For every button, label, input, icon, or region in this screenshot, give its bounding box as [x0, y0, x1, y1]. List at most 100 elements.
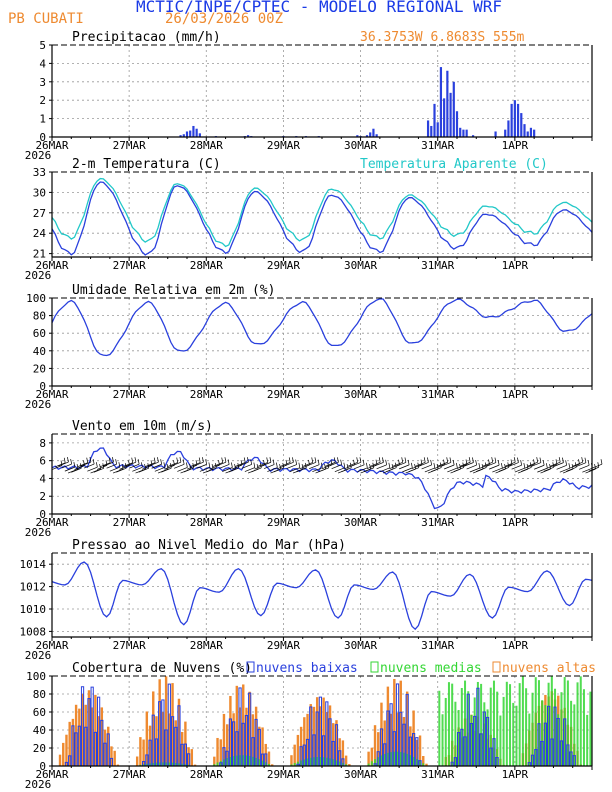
- cloud-mid-bar: [563, 677, 566, 766]
- wind-barb-flag: [523, 463, 526, 469]
- cloud-mid-bar: [576, 682, 579, 766]
- cloud-high-bar: [145, 711, 149, 766]
- wind-barb-flag: [186, 462, 188, 468]
- precip-bar: [246, 135, 250, 137]
- precip-bar: [195, 128, 198, 137]
- wind-barb: [447, 467, 458, 473]
- cloud-high-bar: [264, 743, 267, 766]
- wind-barb-flag: [456, 462, 458, 469]
- wind-barb: [206, 467, 217, 473]
- apparent-temp-line: [51, 177, 593, 248]
- precip-bar: [198, 133, 201, 137]
- x-tick-label: 29MAR: [267, 259, 300, 272]
- wind-barb-flag: [340, 459, 342, 465]
- wind-barb-flag: [272, 459, 275, 465]
- cloud-mid-bar: [251, 756, 254, 766]
- cloud-high-bar: [370, 747, 374, 766]
- wind-barb-flag: [562, 457, 564, 463]
- x-tick-label: 30MAR: [344, 388, 377, 401]
- header-location: PB CUBATI: [8, 11, 84, 27]
- wind-barb-flag: [587, 460, 590, 466]
- panel-title: 2-m Temperatura (C): [72, 157, 221, 172]
- wind-barb: [492, 467, 503, 473]
- cloud-mid-bar: [145, 763, 148, 766]
- wind-barb: [318, 467, 329, 473]
- x-year-label: 2026: [25, 526, 52, 539]
- precip-bar: [529, 127, 533, 137]
- cloud-high-bar: [258, 726, 261, 766]
- cloud-high-bar: [242, 684, 245, 766]
- cloud-mid-bar: [560, 692, 563, 766]
- precip-bar: [375, 134, 378, 137]
- wind-barb: [67, 468, 79, 474]
- wind-barb: [190, 462, 201, 467]
- wind-barb-flag: [481, 464, 484, 470]
- cloud-high-bar: [325, 712, 329, 766]
- cloud-high-bar: [389, 713, 393, 766]
- precip-bar: [523, 124, 526, 137]
- cloud-high-bar: [68, 721, 71, 766]
- y-tick-label: 4: [39, 57, 46, 70]
- cloud-high-bar: [213, 756, 216, 766]
- cloud-high-bar: [110, 746, 113, 766]
- x-tick-label: 26MAR: [35, 516, 68, 529]
- wind-barb: [222, 467, 233, 472]
- wind-barb: [489, 464, 500, 470]
- x-tick-label: 29MAR: [267, 388, 300, 401]
- cloud-mid-bar: [557, 714, 560, 766]
- cloud-mid-bar: [142, 764, 145, 766]
- wind-barb-flag: [198, 457, 201, 463]
- y-tick-label: 0: [39, 131, 46, 144]
- wind-barb-flag: [558, 457, 561, 463]
- wind-barb: [199, 467, 210, 472]
- cloud-mid-bar: [419, 761, 422, 766]
- cloud-mid-bar: [541, 700, 544, 766]
- wind-barb: [267, 467, 278, 472]
- cloud-high-bar: [332, 723, 335, 766]
- x-tick-label: 27MAR: [113, 139, 146, 152]
- cloud-high-bar: [87, 690, 91, 766]
- cloud-high-bar: [225, 724, 229, 766]
- cloud-high-bar: [107, 726, 110, 766]
- panel-precip: 0 1 2 3 4 5 26MAR 27MAR 28MAR 29MAR 30MAR 31MAR 1APR…: [25, 30, 593, 162]
- wind-barb-flag: [276, 462, 278, 468]
- wind-barb-flag: [227, 459, 230, 465]
- precip-bar: [471, 135, 475, 137]
- cloud-mid-bar: [399, 751, 402, 766]
- y-tick-label: 2: [39, 490, 46, 503]
- wind-barb: [511, 464, 522, 470]
- cloud-high-bar: [412, 710, 415, 766]
- x-tick-label: 30MAR: [344, 516, 377, 529]
- cloud-high-bar: [216, 737, 219, 766]
- wind-barb: [370, 462, 381, 467]
- cloud-mid-bar: [383, 753, 386, 766]
- wind-barb: [84, 463, 95, 469]
- wind-barb-flag: [137, 459, 140, 465]
- precip-bar: [494, 131, 497, 137]
- wind-barb: [354, 464, 365, 470]
- y-tick-label: 40: [33, 724, 46, 737]
- cloud-high-bar: [393, 678, 396, 766]
- y-tick-label: 0: [39, 380, 46, 393]
- wind-barb: [553, 462, 564, 467]
- wind-barb-flag: [86, 457, 89, 463]
- wind-barb-flag: [452, 459, 455, 466]
- cloud-high-bar: [219, 739, 222, 766]
- x-tick-label: 31MAR: [421, 139, 454, 152]
- wind-barb: [585, 468, 596, 474]
- cloud-mid-bar: [406, 753, 409, 766]
- y-tick-label: 40: [33, 345, 46, 358]
- cloud-mid-bar: [300, 760, 303, 766]
- x-tick-label: 1APR: [502, 639, 529, 652]
- cloud-high-bar: [303, 717, 306, 766]
- cloud-high-bar: [161, 712, 165, 766]
- x-tick-label: 29MAR: [267, 639, 300, 652]
- cloud-mid-bar: [496, 691, 499, 766]
- panel-wind: 0 2 4 6 8 26MAR 27MAR 28MAR 29MAR 30MAR 31MAR 1APR 2…: [25, 419, 603, 539]
- wind-barb: [453, 467, 464, 472]
- precip-bar: [516, 103, 520, 137]
- wind-barb-flag: [385, 459, 387, 465]
- wind-barb: [148, 461, 159, 467]
- wind-barb-flag: [549, 464, 551, 470]
- cloud-mid-bar: [492, 680, 495, 766]
